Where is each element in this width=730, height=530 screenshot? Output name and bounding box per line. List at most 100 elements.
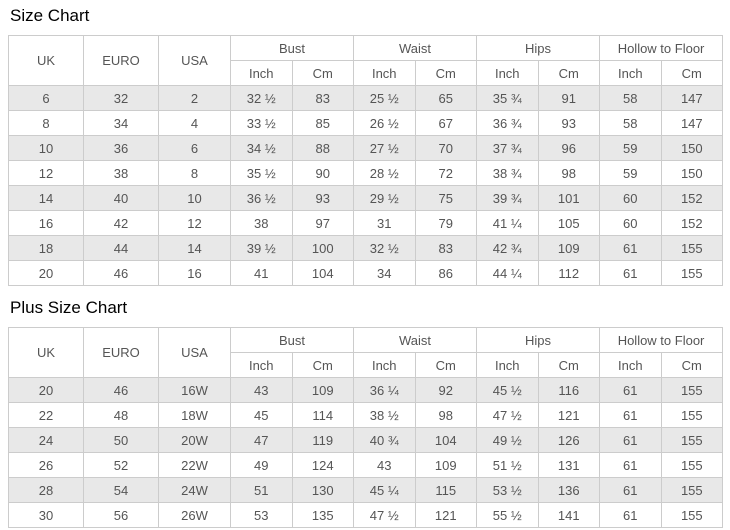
table-cell: 119 bbox=[291, 427, 355, 453]
table-cell: 2 bbox=[158, 85, 231, 111]
table-cell: 29 ½ bbox=[353, 185, 416, 211]
table-cell: 155 bbox=[660, 235, 724, 261]
unit-header-waist-cm: Cm bbox=[414, 60, 478, 86]
unit-header-bust-inch: Inch bbox=[230, 352, 293, 378]
table-cell: 39 ½ bbox=[230, 235, 293, 261]
table-cell: 93 bbox=[537, 110, 601, 136]
table-cell: 50 bbox=[83, 427, 159, 453]
unit-header-hips-cm: Cm bbox=[537, 352, 601, 378]
table-cell: 121 bbox=[537, 402, 601, 428]
table-cell: 16 bbox=[158, 260, 231, 286]
table-cell: 61 bbox=[599, 452, 662, 478]
table-cell: 38 ¾ bbox=[476, 160, 539, 186]
table-cell: 152 bbox=[660, 210, 724, 236]
table-cell: 91 bbox=[537, 85, 601, 111]
table-cell: 22 bbox=[8, 402, 84, 428]
table-row: 20 46 16W 43 109 36 ¼ 92 45 ½ 116 61 155 bbox=[8, 377, 724, 403]
group-header-bust: Bust bbox=[229, 35, 355, 61]
unit-header-hollow-to-floor-inch: Inch bbox=[599, 352, 662, 378]
group-header-hollow-to-floor: Hollow to Floor bbox=[599, 327, 724, 353]
table-cell: 35 ½ bbox=[230, 160, 293, 186]
table-cell: 152 bbox=[660, 185, 724, 211]
unit-header-hollow-to-floor-cm: Cm bbox=[660, 352, 724, 378]
table-row: 30 56 26W 53 135 47 ½ 121 55 ½ 141 61 155 bbox=[8, 502, 724, 528]
header-row-groups: UK EURO USA Bust Waist Hips Hollow to Floor bbox=[8, 35, 724, 86]
table-cell: 42 ¾ bbox=[476, 235, 539, 261]
table-cell: 30 bbox=[8, 502, 84, 528]
table-row: 24 50 20W 47 119 40 ¾ 104 49 ½ 126 61 155 bbox=[8, 427, 724, 453]
table-cell: 43 bbox=[353, 452, 416, 478]
table-cell: 65 bbox=[414, 85, 478, 111]
plus-size-chart-title: Plus Size Chart bbox=[10, 298, 128, 317]
table-cell: 8 bbox=[8, 110, 84, 136]
table-cell: 70 bbox=[414, 135, 478, 161]
table-cell: 49 bbox=[230, 452, 293, 478]
col-header-euro: EURO bbox=[83, 327, 159, 378]
table-row: 6 32 2 32 ½ 83 25 ½ 65 35 ¾ 91 58 147 bbox=[8, 85, 724, 111]
table-cell: 100 bbox=[291, 235, 355, 261]
table-cell: 126 bbox=[537, 427, 601, 453]
table-cell: 61 bbox=[599, 477, 662, 503]
table-cell: 32 ½ bbox=[230, 85, 293, 111]
table-cell: 116 bbox=[537, 377, 601, 403]
table-cell: 40 bbox=[83, 185, 159, 211]
table-cell: 20 bbox=[8, 377, 84, 403]
table-cell: 45 ½ bbox=[476, 377, 539, 403]
table-cell: 101 bbox=[537, 185, 601, 211]
table-cell: 124 bbox=[291, 452, 355, 478]
table-cell: 36 ¼ bbox=[353, 377, 416, 403]
table-row: 14 40 10 36 ½ 93 29 ½ 75 39 ¾ 101 60 152 bbox=[8, 185, 724, 211]
table-cell: 38 bbox=[83, 160, 159, 186]
table-cell: 155 bbox=[660, 502, 724, 528]
table-cell: 36 ¾ bbox=[476, 110, 539, 136]
table-cell: 25 ½ bbox=[353, 85, 416, 111]
table-cell: 6 bbox=[158, 135, 231, 161]
table-cell: 14 bbox=[158, 235, 231, 261]
table-cell: 26 bbox=[8, 452, 84, 478]
table-cell: 61 bbox=[599, 427, 662, 453]
unit-header-hips-inch: Inch bbox=[476, 352, 539, 378]
table-cell: 61 bbox=[599, 502, 662, 528]
header-row-units: Inch Cm Inch Cm Inch Cm Inch Cm bbox=[9, 352, 724, 378]
table-cell: 83 bbox=[414, 235, 478, 261]
header-row-groups: UK EURO USA Bust Waist Hips Hollow to Floor bbox=[8, 327, 724, 378]
table-cell: 24W bbox=[158, 477, 231, 503]
unit-header-waist-inch: Inch bbox=[353, 60, 416, 86]
plus-size-chart-table: UK EURO USA Bust Waist Hips Hollow to Floor Inc… bbox=[8, 327, 724, 528]
table-cell: 86 bbox=[414, 260, 478, 286]
table-cell: 121 bbox=[414, 502, 478, 528]
table-cell: 47 ½ bbox=[476, 402, 539, 428]
table-cell: 75 bbox=[414, 185, 478, 211]
table-cell: 58 bbox=[599, 85, 662, 111]
table-cell: 60 bbox=[599, 210, 662, 236]
table-cell: 47 bbox=[230, 427, 293, 453]
table-cell: 52 bbox=[83, 452, 159, 478]
table-cell: 83 bbox=[291, 85, 355, 111]
size-chart-title: Size Chart bbox=[10, 6, 90, 25]
table-cell: 155 bbox=[660, 377, 724, 403]
table-row: 8 34 4 33 ½ 85 26 ½ 67 36 ¾ 93 58 147 bbox=[8, 110, 724, 136]
table-cell: 16W bbox=[158, 377, 231, 403]
table-row: 18 44 14 39 ½ 100 32 ½ 83 42 ¾ 109 61 155 bbox=[8, 235, 724, 261]
table-cell: 104 bbox=[414, 427, 478, 453]
group-header-hips: Hips bbox=[476, 327, 601, 353]
table-cell: 37 ¾ bbox=[476, 135, 539, 161]
table-cell: 59 bbox=[599, 135, 662, 161]
table-cell: 20W bbox=[158, 427, 231, 453]
table-cell: 98 bbox=[414, 402, 478, 428]
table-cell: 32 bbox=[83, 85, 159, 111]
table-cell: 130 bbox=[291, 477, 355, 503]
table-cell: 61 bbox=[599, 235, 662, 261]
table-cell: 26 ½ bbox=[353, 110, 416, 136]
unit-header-hollow-to-floor-inch: Inch bbox=[599, 60, 662, 86]
table-cell: 45 ¼ bbox=[353, 477, 416, 503]
unit-header-hollow-to-floor-cm: Cm bbox=[660, 60, 724, 86]
table-cell: 47 ½ bbox=[353, 502, 416, 528]
unit-header-hips-inch: Inch bbox=[476, 60, 539, 86]
table-cell: 27 ½ bbox=[353, 135, 416, 161]
unit-header-bust-inch: Inch bbox=[230, 60, 293, 86]
unit-header-waist-cm: Cm bbox=[414, 352, 478, 378]
table-cell: 58 bbox=[599, 110, 662, 136]
table-cell: 6 bbox=[8, 85, 84, 111]
